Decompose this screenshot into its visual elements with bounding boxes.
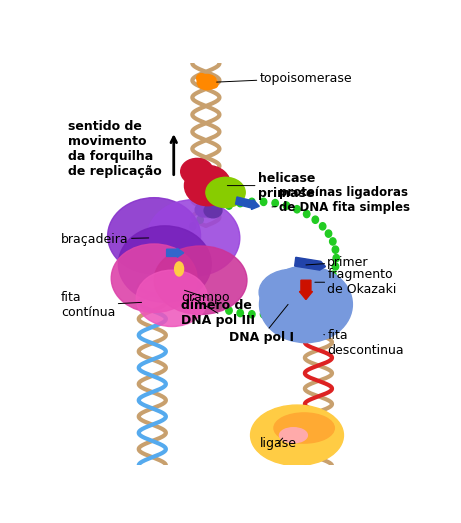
Circle shape	[179, 271, 186, 278]
Circle shape	[237, 310, 243, 316]
Text: dímero de
DNA pol III: dímero de DNA pol III	[181, 298, 255, 327]
Circle shape	[332, 263, 339, 270]
Circle shape	[333, 255, 339, 262]
Text: grampo: grampo	[181, 290, 230, 304]
Circle shape	[248, 311, 255, 318]
Text: fragmento
de Okazaki: fragmento de Okazaki	[315, 268, 397, 296]
Circle shape	[325, 279, 332, 286]
Circle shape	[189, 223, 196, 230]
Circle shape	[319, 286, 326, 293]
Ellipse shape	[136, 270, 207, 326]
FancyArrow shape	[295, 257, 325, 270]
Text: primer: primer	[306, 256, 369, 269]
Ellipse shape	[260, 266, 352, 343]
Circle shape	[283, 307, 290, 314]
Circle shape	[215, 206, 222, 213]
Text: DNA pol I: DNA pol I	[229, 304, 294, 344]
Circle shape	[176, 255, 182, 262]
Circle shape	[226, 307, 232, 314]
Ellipse shape	[209, 80, 218, 88]
Circle shape	[303, 210, 310, 218]
Ellipse shape	[147, 200, 240, 276]
Circle shape	[260, 198, 267, 206]
Text: topoisomerase: topoisomerase	[217, 72, 352, 85]
Ellipse shape	[259, 269, 324, 315]
Circle shape	[206, 299, 212, 306]
Circle shape	[206, 210, 212, 218]
Circle shape	[248, 198, 255, 206]
Circle shape	[332, 246, 339, 253]
Ellipse shape	[204, 203, 222, 218]
Text: fita
contínua: fita contínua	[61, 291, 142, 319]
Text: helicase
primase: helicase primase	[227, 172, 315, 200]
Circle shape	[183, 279, 190, 286]
Ellipse shape	[118, 226, 211, 302]
Circle shape	[272, 199, 278, 207]
Ellipse shape	[206, 177, 245, 208]
Ellipse shape	[184, 165, 231, 206]
Ellipse shape	[196, 74, 207, 83]
Ellipse shape	[279, 428, 307, 443]
Ellipse shape	[181, 158, 213, 185]
Text: ligase: ligase	[260, 437, 296, 450]
Circle shape	[272, 310, 278, 316]
Ellipse shape	[195, 202, 213, 217]
Circle shape	[177, 263, 183, 270]
Circle shape	[179, 238, 186, 245]
Circle shape	[312, 216, 319, 223]
Ellipse shape	[197, 74, 217, 90]
Text: proteínas ligadoras
de DNA fita simples: proteínas ligadoras de DNA fita simples	[272, 186, 410, 214]
Circle shape	[177, 246, 183, 253]
Circle shape	[294, 206, 300, 213]
FancyArrow shape	[236, 197, 260, 209]
Ellipse shape	[274, 413, 334, 443]
Circle shape	[330, 238, 336, 245]
Circle shape	[260, 311, 267, 318]
FancyArrow shape	[300, 280, 313, 300]
Text: braçadeira: braçadeira	[61, 233, 149, 246]
Circle shape	[319, 223, 326, 230]
FancyArrow shape	[166, 248, 184, 257]
Ellipse shape	[175, 262, 183, 276]
Circle shape	[197, 216, 203, 223]
Circle shape	[226, 202, 232, 209]
Circle shape	[183, 230, 190, 237]
Circle shape	[197, 293, 203, 300]
Text: sentido de
movimento
da forquilha
de replicação: sentido de movimento da forquilha de rep…	[68, 120, 162, 178]
Circle shape	[312, 293, 319, 300]
Circle shape	[303, 299, 310, 306]
Ellipse shape	[251, 405, 343, 465]
Ellipse shape	[107, 198, 201, 274]
Circle shape	[215, 303, 222, 311]
Ellipse shape	[111, 244, 197, 312]
Text: fita
descontinua: fita descontinua	[324, 328, 404, 357]
Circle shape	[325, 230, 332, 237]
Circle shape	[189, 286, 196, 293]
Circle shape	[294, 303, 300, 311]
Circle shape	[237, 199, 243, 207]
Circle shape	[330, 271, 336, 278]
Ellipse shape	[154, 246, 247, 314]
Circle shape	[283, 202, 290, 209]
